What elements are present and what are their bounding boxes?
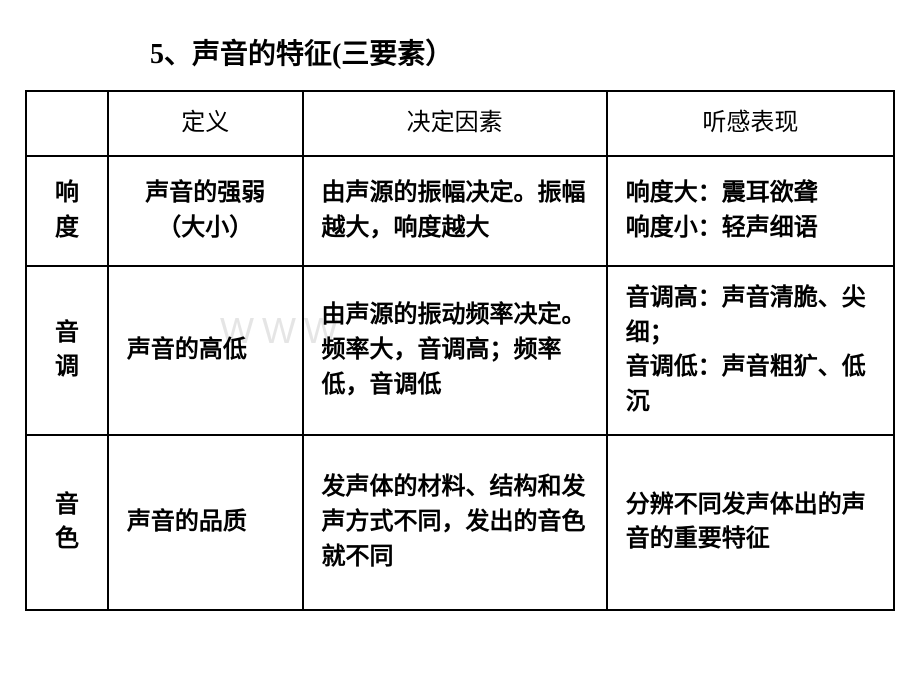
cell-timbre-definition: 声音的品质	[108, 435, 303, 610]
cell-timbre-factor: 发声体的材料、结构和发声方式不同，发出的音色就不同	[303, 435, 607, 610]
header-factor: 决定因素	[303, 91, 607, 156]
row-label-loudness: 响度	[26, 156, 108, 266]
cell-pitch-definition: 声音的高低	[108, 266, 303, 435]
header-performance: 听感表现	[607, 91, 894, 156]
cell-pitch-factor: 由声源的振动频率决定。频率大，音调高；频率低，音调低	[303, 266, 607, 435]
table-header-row: 定义 决定因素 听感表现	[26, 91, 894, 156]
cell-loudness-performance: 响度大：震耳欲聋响度小：轻声细语	[607, 156, 894, 266]
table-row: 音调 声音的高低 由声源的振动频率决定。频率大，音调高；频率低，音调低 音调高：…	[26, 266, 894, 435]
cell-loudness-factor: 由声源的振幅决定。振幅越大，响度越大	[303, 156, 607, 266]
sound-characteristics-table: 定义 决定因素 听感表现 响度 声音的强弱（大小） 由声源的振幅决定。振幅越大，…	[25, 90, 895, 611]
page-title: 5、声音的特征(三要素）	[150, 32, 453, 72]
row-label-pitch: 音调	[26, 266, 108, 435]
header-blank	[26, 91, 108, 156]
cell-timbre-performance: 分辨不同发声体出的声音的重要特征	[607, 435, 894, 610]
row-label-timbre: 音色	[26, 435, 108, 610]
cell-loudness-definition: 声音的强弱（大小）	[108, 156, 303, 266]
table-row: 响度 声音的强弱（大小） 由声源的振幅决定。振幅越大，响度越大 响度大：震耳欲聋…	[26, 156, 894, 266]
cell-pitch-performance: 音调高：声音清脆、尖细；音调低：声音粗犷、低沉	[607, 266, 894, 435]
header-definition: 定义	[108, 91, 303, 156]
table-row: 音色 声音的品质 发声体的材料、结构和发声方式不同，发出的音色就不同 分辨不同发…	[26, 435, 894, 610]
